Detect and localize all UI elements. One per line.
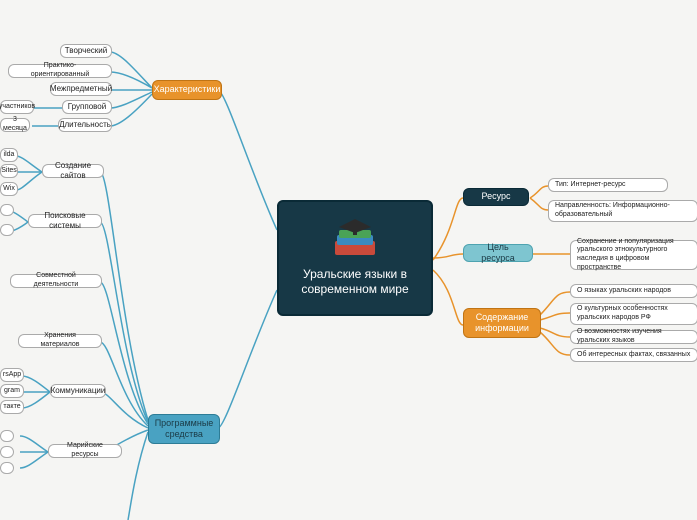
leaf-content-2[interactable]: О культурных особенностях уральских наро… xyxy=(570,303,697,325)
leaf-3months[interactable]: 3 месяца xyxy=(0,118,30,132)
leaf-mari-2[interactable] xyxy=(0,446,14,458)
leaf-content-4[interactable]: Об интересных фактах, связанных xyxy=(570,348,697,362)
leaf-mari[interactable]: Марийские ресурсы xyxy=(48,444,122,458)
leaf-intersubj[interactable]: Межпредметный xyxy=(50,82,112,96)
leaf-practice[interactable]: Практико-ориентированный xyxy=(8,64,112,78)
branch-resource[interactable]: Ресурс xyxy=(463,188,529,206)
leaf-comm[interactable]: Коммуникации xyxy=(50,384,106,398)
leaf-search[interactable]: Поисковые системы xyxy=(28,214,102,228)
leaf-sites[interactable]: Sites xyxy=(0,164,18,178)
branch-label: Цель ресурса xyxy=(470,242,526,265)
root-title: Уральские языки в современном мире xyxy=(289,267,421,297)
leaf-orientation[interactable]: Направленность: Информационно-образовате… xyxy=(548,200,697,222)
leaf-vk[interactable]: такте xyxy=(0,400,24,414)
branch-software[interactable]: Программные средства xyxy=(148,414,220,444)
leaf-mari-1[interactable] xyxy=(0,430,14,442)
leaf-creative[interactable]: Творческий xyxy=(60,44,112,58)
root-node[interactable]: Уральские языки в современном мире xyxy=(277,200,433,316)
leaf-collab[interactable]: Совместной деятельности xyxy=(10,274,102,288)
leaf-whatsapp[interactable]: rsApp xyxy=(0,368,24,382)
leaf-mari-3[interactable] xyxy=(0,462,14,474)
leaf-duration[interactable]: Длительность xyxy=(58,118,112,132)
branch-characteristics[interactable]: Характеристики xyxy=(152,80,222,100)
leaf-site-creation[interactable]: Создание сайтов xyxy=(42,164,104,178)
leaf-wix[interactable]: Wix xyxy=(0,182,18,196)
leaf-goal-text[interactable]: Сохранение и популяризация уральского эт… xyxy=(570,240,697,270)
branch-content[interactable]: Содержание информации xyxy=(463,308,541,338)
leaf-type[interactable]: Тип: Интернет-ресурс xyxy=(548,178,668,192)
root-icon xyxy=(327,219,383,261)
mindmap-canvas: Уральские языки в современном мире Харак… xyxy=(0,0,697,520)
branch-goal[interactable]: Цель ресурса xyxy=(463,244,533,262)
leaf-group[interactable]: Групповой xyxy=(62,100,112,114)
leaf-telegram[interactable]: gram xyxy=(0,384,24,398)
leaf-search-1[interactable] xyxy=(0,204,14,216)
leaf-storage[interactable]: Хранения материалов xyxy=(18,334,102,348)
leaf-tilda[interactable]: ilda xyxy=(0,148,18,162)
branch-label: Программные средства xyxy=(155,418,214,441)
leaf-content-3[interactable]: О возможностях изучения уральских языков xyxy=(570,330,697,344)
branch-label: Характеристики xyxy=(154,84,221,95)
leaf-participants[interactable]: участников xyxy=(0,100,34,114)
leaf-content-1[interactable]: О языках уральских народов xyxy=(570,284,697,298)
leaf-search-2[interactable] xyxy=(0,224,14,236)
branch-label: Содержание информации xyxy=(470,312,534,335)
branch-label: Ресурс xyxy=(481,191,510,202)
